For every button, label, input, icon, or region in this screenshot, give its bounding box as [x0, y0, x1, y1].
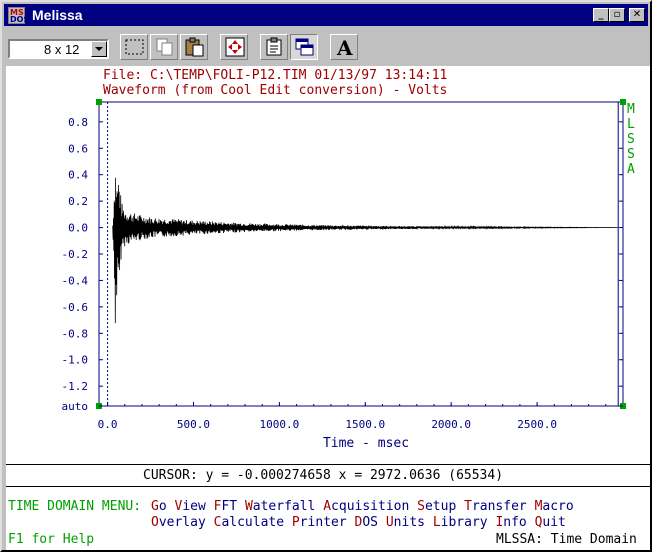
copy-icon: [156, 38, 173, 56]
menu-item-waterfall[interactable]: Waterfall: [244, 499, 316, 514]
x-tick-label: 1000.0: [260, 418, 300, 431]
y-tick-label: 0.0: [68, 222, 88, 235]
menu-item-calculate[interactable]: Calculate: [213, 515, 285, 530]
menu-label: TIME DOMAIN MENU:: [8, 499, 142, 514]
y-tick-label: -1.2: [62, 380, 89, 393]
waveform-chart: 0.8 0.6 0.4 0.2 0.0 -0.2 -0.4 -0.6 -0.8 -1.0 -1.2 a…: [62, 99, 626, 451]
separator-top: [6, 464, 650, 465]
menu-row-2: Overlay Calculate Printer DOS Units Libr…: [151, 515, 566, 530]
plot-frame: [98, 101, 624, 407]
status-mode: MLSSA: Time Domain: [496, 532, 637, 547]
menu-item-view[interactable]: View: [174, 499, 206, 514]
menu-item-library[interactable]: Library: [432, 515, 488, 530]
sidebar-letter: A: [627, 162, 635, 177]
msdos-icon[interactable]: MS DOS: [8, 7, 30, 24]
y-tick-label: 0.8: [68, 116, 88, 129]
help-hint: F1 for Help: [8, 532, 95, 547]
chevron-down-icon[interactable]: [91, 41, 107, 57]
x-tick-label: 500.0: [177, 418, 210, 431]
toolbar: 8 x 12 A: [4, 28, 648, 66]
font-size-select[interactable]: 8 x 12: [8, 39, 109, 59]
window-title: Melissa: [32, 7, 83, 23]
windows-overlap-icon: [295, 38, 314, 56]
clipboard-icon: [185, 37, 204, 57]
menu-item-fft[interactable]: FFT: [213, 499, 238, 514]
corner-marker: [96, 99, 102, 105]
background-button[interactable]: [290, 34, 318, 60]
y-tick-label: 0.4: [68, 169, 88, 182]
y-tick-label: -0.2: [62, 248, 89, 261]
svg-text:A: A: [336, 37, 353, 57]
x-tick-label: 0.0: [98, 418, 118, 431]
paste-button[interactable]: [180, 34, 208, 60]
separator-bottom: [6, 486, 650, 487]
menu-item-overlay[interactable]: Overlay: [151, 515, 206, 530]
menu-row-1: Go View FFT Waterfall Acquisition Setup …: [151, 499, 574, 514]
sidebar-letter: S: [627, 132, 635, 147]
font-a-icon: A: [336, 37, 353, 57]
menu-item-units[interactable]: Units: [385, 515, 425, 530]
y-tick-label: 0.6: [68, 142, 88, 155]
title-bar[interactable]: MS DOS Melissa _ ▫ ✕: [4, 4, 648, 26]
x-tick-label: 2500.0: [517, 418, 557, 431]
font-button[interactable]: A: [330, 34, 358, 60]
y-tick-label: -1.0: [62, 354, 89, 367]
close-button[interactable]: ✕: [629, 8, 645, 22]
x-tick-label: 1500.0: [345, 418, 385, 431]
menu-item-acquisition[interactable]: Acquisition: [323, 499, 410, 514]
properties-button[interactable]: [260, 34, 288, 60]
menu-item-go[interactable]: Go: [151, 499, 167, 514]
full-screen-icon: [225, 37, 245, 57]
y-tick-label: -0.8: [62, 327, 89, 340]
full-screen-button[interactable]: [220, 34, 248, 60]
y-tick-label: 0.2: [68, 195, 88, 208]
sidebar-letter: S: [627, 147, 635, 162]
x-axis-label: Time - msec: [323, 436, 409, 451]
dotted-rectangle-icon: [125, 39, 144, 55]
sidebar-letter: M: [627, 102, 635, 117]
waveform-header: Waveform (from Cool Edit conversion) - V…: [103, 83, 448, 98]
menu-item-quit[interactable]: Quit: [534, 515, 566, 530]
mark-button[interactable]: [120, 34, 148, 60]
waveform-line: [112, 177, 618, 324]
menu-item-transfer[interactable]: Transfer: [464, 499, 527, 514]
minimize-button[interactable]: _: [593, 8, 609, 22]
font-size-value: 8 x 12: [44, 42, 80, 57]
y-tick-label: -0.4: [62, 274, 89, 287]
menu-item-macro[interactable]: Macro: [534, 499, 574, 514]
copy-button[interactable]: [150, 34, 178, 60]
menu-item-setup[interactable]: Setup: [417, 499, 457, 514]
file-header: File: C:\TEMP\FOLI-P12.TIM 01/13/97 13:1…: [103, 68, 448, 83]
dos-screen[interactable]: File: C:\TEMP\FOLI-P12.TIM 01/13/97 13:1…: [6, 66, 650, 550]
x-tick-label: 2000.0: [431, 418, 471, 431]
properties-icon: [266, 37, 282, 56]
cursor-readout: CURSOR: y = -0.000274658 x = 2972.0636 (…: [143, 468, 504, 483]
menu-item-info[interactable]: Info: [495, 515, 527, 530]
menu-item-printer[interactable]: Printer: [291, 515, 347, 530]
y-tick-label: auto: [62, 400, 89, 413]
menu-item-dos[interactable]: DOS: [354, 515, 379, 530]
y-tick-label: -0.6: [62, 301, 89, 314]
sidebar-letter: L: [627, 117, 635, 132]
corner-marker: [620, 99, 626, 105]
maximize-button[interactable]: ▫: [609, 8, 625, 22]
